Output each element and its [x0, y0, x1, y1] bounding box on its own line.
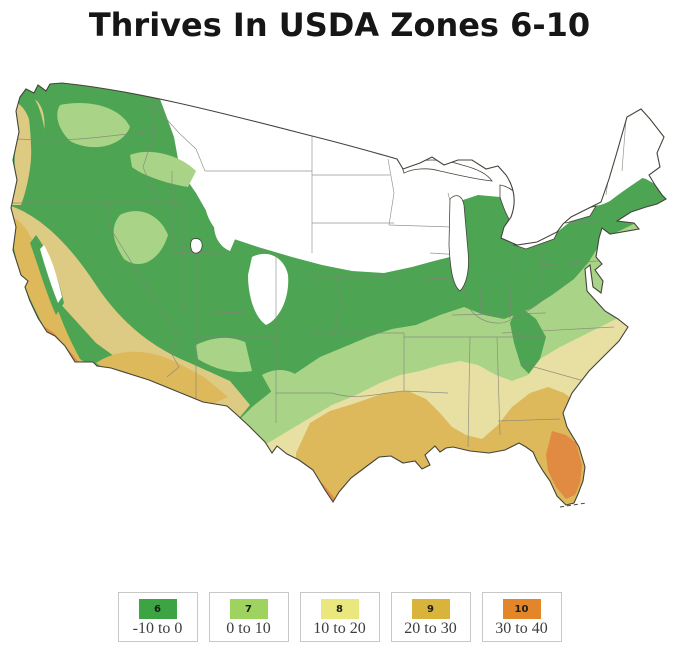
new-mexico-plateau-patch [196, 337, 258, 373]
page-title: Thrives In USDA Zones 6-10 [88, 6, 591, 44]
zone-legend: 6 -10 to 0 7 0 to 10 8 10 to 20 9 20 to … [0, 592, 679, 642]
florida-keys [559, 502, 587, 508]
zone-fill-layers [11, 83, 666, 505]
zone9-swatch: 9 [411, 599, 450, 619]
legend-item-zone6: 6 -10 to 0 [117, 592, 198, 642]
yellowstone-cold-patch [204, 179, 248, 237]
zone8-number: 8 [336, 603, 343, 615]
great-salt-lake [190, 238, 203, 254]
legend-item-zone8: 8 10 to 20 [299, 592, 380, 642]
legend-item-zone7: 7 0 to 10 [208, 592, 289, 642]
cascades-green-ridge [26, 93, 47, 217]
zone8-swatch: 8 [320, 599, 359, 619]
zone10-number: 10 [514, 603, 529, 615]
sierra-crest-cold-sliver [40, 245, 62, 303]
zone9-range: 20 to 30 [404, 620, 457, 637]
zone6-number: 6 [154, 603, 161, 615]
colorado-rockies-cold-patch [248, 253, 289, 325]
south-florida-orange [546, 431, 582, 499]
snake-river-plain-patch [130, 151, 196, 187]
utah-highlands-cold-patch [214, 222, 236, 251]
zone8-range: 10 to 20 [313, 620, 366, 637]
michigan-mitt-green [459, 197, 502, 276]
lake-michigan [448, 195, 469, 292]
zone9-number: 9 [427, 603, 434, 615]
zone10-swatch: 10 [502, 599, 541, 619]
zone6-swatch: 6 [138, 599, 177, 619]
arizona-south-gold [96, 351, 228, 405]
us-map-svg [10, 82, 667, 508]
usda-zone-map [0, 74, 679, 516]
west-desert-tan-swath [11, 205, 250, 417]
zone6-range: -10 to 0 [132, 620, 183, 637]
legend-item-zone10: 10 30 to 40 [481, 592, 562, 642]
great-basin-patch [113, 211, 168, 265]
west-texas-patch [262, 370, 306, 405]
zone10-range: 30 to 40 [495, 620, 548, 637]
legend-item-zone9: 9 20 to 30 [390, 592, 471, 642]
southern-rockies-green-ridge [236, 287, 264, 371]
zone7-swatch: 7 [229, 599, 268, 619]
zone7-range: 0 to 10 [226, 620, 271, 637]
state-borders [11, 90, 627, 448]
zone7-number: 7 [245, 603, 252, 615]
appalachian-green-finger [510, 305, 546, 375]
